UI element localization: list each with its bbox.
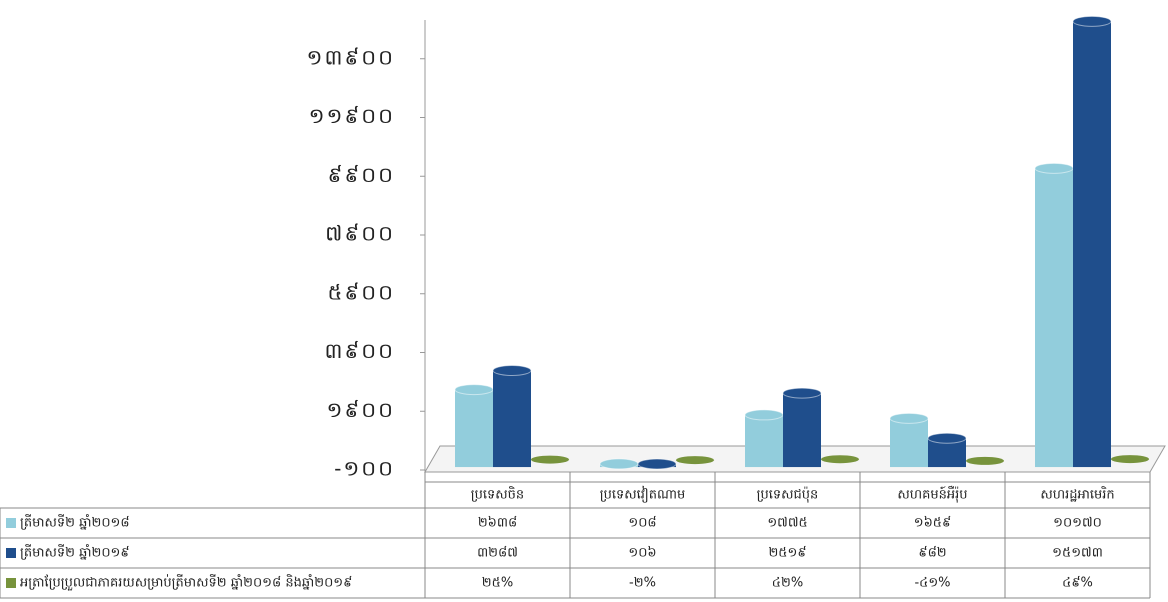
legend-swatch <box>6 518 16 528</box>
legend-label: ត្រីមាសទី២ ឆ្នាំ២០១៩ <box>20 544 130 561</box>
table-value: ១០៦ <box>628 546 656 561</box>
table-value: ១០៨ <box>628 516 656 531</box>
bar-cap <box>744 409 784 421</box>
y-tick-label: ៥៩០០ <box>328 280 395 304</box>
bar-cap <box>599 458 639 470</box>
y-tick-label: ៧៩០០ <box>325 222 395 246</box>
rate-marker <box>676 456 714 465</box>
legend-label: ត្រីមាសទី២ ឆ្នាំ២០១៨ <box>20 514 130 531</box>
bar-cap <box>492 365 532 377</box>
y-tick-label: ៩៩០០ <box>328 163 395 187</box>
rate-marker <box>966 456 1004 465</box>
rate-marker <box>531 455 569 464</box>
y-tick-label: ១៩០០ <box>327 398 396 422</box>
x-tick-label: សហគមន៍អឺរ៉ុប <box>897 486 967 504</box>
bar <box>493 370 531 468</box>
x-tick-label: សហរដ្ឋអាមេរិក <box>1040 486 1114 503</box>
table-value: ១៧៧៥ <box>767 516 807 531</box>
bar-cap <box>1072 15 1112 27</box>
table-value: ៩៨២ <box>918 546 946 561</box>
bar-cap <box>454 384 494 396</box>
bar-cap <box>782 387 822 399</box>
table-value: ២៥% <box>482 576 513 591</box>
bar <box>890 418 928 468</box>
y-tick-label: ១៣៩០០ <box>307 45 395 69</box>
table-value: -២% <box>629 576 656 591</box>
table-value: -៤១% <box>914 576 950 591</box>
x-tick-label: ប្រទេសជប៉ុន <box>757 486 819 504</box>
bar <box>745 414 783 468</box>
bar <box>455 389 493 468</box>
table-value: ២៥១៩ <box>768 546 806 561</box>
bar <box>1035 168 1073 468</box>
legend-swatch <box>6 578 16 588</box>
bar <box>783 393 821 468</box>
table-value: ២៦៣៨ <box>478 516 517 531</box>
table-value: ១៦៥៩ <box>914 516 951 531</box>
legend-label: អត្រាប្រែប្រួលជាភាគរយសម្រាប់ត្រីមាសទី២ ឆ… <box>20 574 352 592</box>
legend-swatch <box>6 548 16 558</box>
rate-marker <box>1111 455 1149 464</box>
bar <box>1073 21 1111 468</box>
bar-cap <box>889 412 929 424</box>
bar-cap <box>927 432 967 444</box>
bar-cap <box>637 458 677 470</box>
table-value: ៣២៨៧ <box>477 546 518 561</box>
table-value: ១០១៧០ <box>1053 516 1102 531</box>
rate-marker <box>821 455 859 464</box>
table-value: ៤៩% <box>1062 576 1093 591</box>
y-tick-label: ៣៩០០ <box>324 339 395 363</box>
bar-cap <box>1034 162 1074 174</box>
x-tick-label: ប្រទេសចិន <box>471 486 524 503</box>
y-tick-label: ១១៩០០ <box>309 104 395 128</box>
table-value: ១៥១៧៣ <box>1052 546 1103 561</box>
y-tick-label: -១០០ <box>334 457 395 481</box>
table-value: ៤២% <box>772 576 803 591</box>
x-tick-label: ប្រទេសវៀតណាម <box>600 486 686 504</box>
